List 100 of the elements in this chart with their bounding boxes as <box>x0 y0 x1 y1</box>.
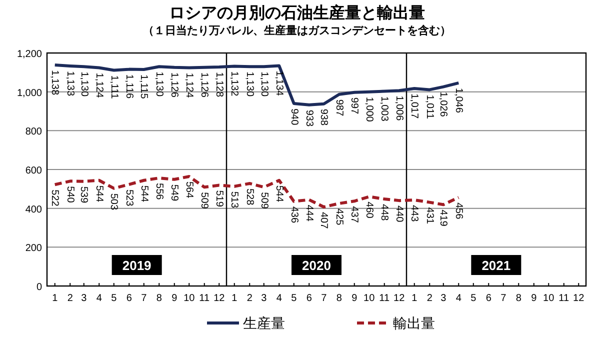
x-tick-label: 12 <box>214 293 226 304</box>
x-tick-label: 5 <box>470 293 477 304</box>
x-tick-label: 9 <box>531 293 538 304</box>
x-tick-label: 10 <box>364 293 376 304</box>
x-tick-label: 1 <box>52 293 58 304</box>
data-label: 1,134 <box>273 70 284 96</box>
data-label: 556 <box>153 183 164 200</box>
annotation: 2019 <box>122 258 152 273</box>
data-label: 1,124 <box>93 72 104 98</box>
x-tick-label: 10 <box>543 293 555 304</box>
data-label: 460 <box>363 202 374 219</box>
data-label: 539 <box>78 186 90 204</box>
x-tick-label: 8 <box>156 293 162 304</box>
data-label: 1,126 <box>198 72 210 98</box>
x-tick-label: 2 <box>426 293 433 304</box>
y-tick-label: 1,200 <box>16 49 42 60</box>
data-label: 1,017 <box>408 94 420 119</box>
data-label: 509 <box>258 192 270 210</box>
data-label: 1,128 <box>213 72 224 98</box>
data-label: 503 <box>108 193 120 210</box>
x-tick-label: 11 <box>379 293 390 304</box>
annotation: 2020 <box>302 258 331 273</box>
data-label: 1,133 <box>64 71 76 96</box>
chart-subtitle: （１日当たり万バレル、生産量はガスコンデンセートを含む） <box>143 24 451 37</box>
data-label: 564 <box>183 181 194 199</box>
x-tick-label: 11 <box>199 293 210 304</box>
data-label: 436 <box>288 206 300 224</box>
x-tick-label: 1 <box>412 293 418 304</box>
data-label: 987 <box>333 99 344 116</box>
data-label: 1,111 <box>108 75 120 100</box>
data-label: 444 <box>303 204 314 222</box>
data-label: 1,124 <box>183 72 194 98</box>
data-label: 544 <box>93 185 104 202</box>
data-label: 1,132 <box>228 71 240 97</box>
y-tick-label: 600 <box>25 166 42 176</box>
data-label: 1,126 <box>168 72 180 98</box>
chart-title: ロシアの月別の石油生産量と輸出量 <box>169 3 425 22</box>
data-label: 528 <box>244 188 255 206</box>
data-label: 549 <box>168 184 180 202</box>
data-label: 513 <box>228 191 240 209</box>
x-tick-label: 4 <box>96 293 102 304</box>
data-label: 1,138 <box>49 70 60 96</box>
data-label: 1,130 <box>244 72 255 98</box>
data-label: 933 <box>303 110 314 127</box>
x-tick-label: 3 <box>440 293 447 304</box>
data-label: 519 <box>213 190 224 208</box>
y-tick-label: 200 <box>25 243 42 254</box>
x-tick-label: 5 <box>291 293 298 304</box>
x-tick-label: 7 <box>500 293 507 304</box>
data-label: 431 <box>424 207 435 224</box>
x-tick-label: 12 <box>394 293 406 304</box>
data-label: 1,006 <box>393 96 404 122</box>
x-tick-label: 6 <box>126 293 132 304</box>
x-tick-label: 7 <box>141 293 148 304</box>
x-tick-label: 12 <box>573 293 585 304</box>
data-label: 1,130 <box>78 72 90 98</box>
x-tick-label: 1 <box>232 293 238 304</box>
y-tick-label: 400 <box>25 204 42 216</box>
data-label: 437 <box>348 206 360 224</box>
x-tick-label: 4 <box>456 293 462 304</box>
data-label: 1,003 <box>378 96 390 122</box>
legend-label: 輸出量 <box>393 315 435 331</box>
x-tick-label: 3 <box>81 293 88 304</box>
data-label: 522 <box>49 190 60 207</box>
x-tick-label: 11 <box>558 293 570 304</box>
x-tick-label: 8 <box>516 293 522 304</box>
data-label: 544 <box>138 185 150 202</box>
data-label: 425 <box>333 208 344 226</box>
x-tick-label: 9 <box>352 293 358 304</box>
data-label: 419 <box>438 210 449 227</box>
x-tick-label: 9 <box>172 293 178 304</box>
x-tick-label: 10 <box>184 293 196 304</box>
legend-label: 生産量 <box>243 315 285 331</box>
x-tick-label: 2 <box>67 293 74 304</box>
y-tick-label: 1,000 <box>16 88 42 99</box>
data-label: 1,116 <box>123 74 134 100</box>
data-label: 544 <box>273 185 284 202</box>
x-tick-label: 8 <box>336 293 342 304</box>
data-label: 456 <box>452 202 464 220</box>
x-tick-label: 3 <box>261 293 268 304</box>
x-tick-label: 4 <box>276 293 282 304</box>
data-label: 1,011 <box>424 94 435 120</box>
x-tick-label: 5 <box>111 293 118 304</box>
annotation: 2021 <box>482 258 511 273</box>
y-tick-label: 800 <box>25 126 42 138</box>
data-label: 938 <box>318 108 330 126</box>
data-label: 407 <box>318 212 330 230</box>
data-label: 443 <box>408 204 420 222</box>
data-label: 1,000 <box>363 96 374 122</box>
x-tick-label: 7 <box>321 293 328 304</box>
data-label: 1,115 <box>138 74 150 100</box>
data-label: 1,130 <box>258 72 270 98</box>
data-label: 509 <box>198 192 210 210</box>
data-label: 1,046 <box>452 88 464 114</box>
data-label: 997 <box>348 97 360 115</box>
data-label: 440 <box>393 206 404 223</box>
data-label: 540 <box>64 186 76 204</box>
data-label: 448 <box>378 204 390 222</box>
data-label: 1,026 <box>438 92 449 118</box>
data-label: 1,130 <box>153 72 164 98</box>
